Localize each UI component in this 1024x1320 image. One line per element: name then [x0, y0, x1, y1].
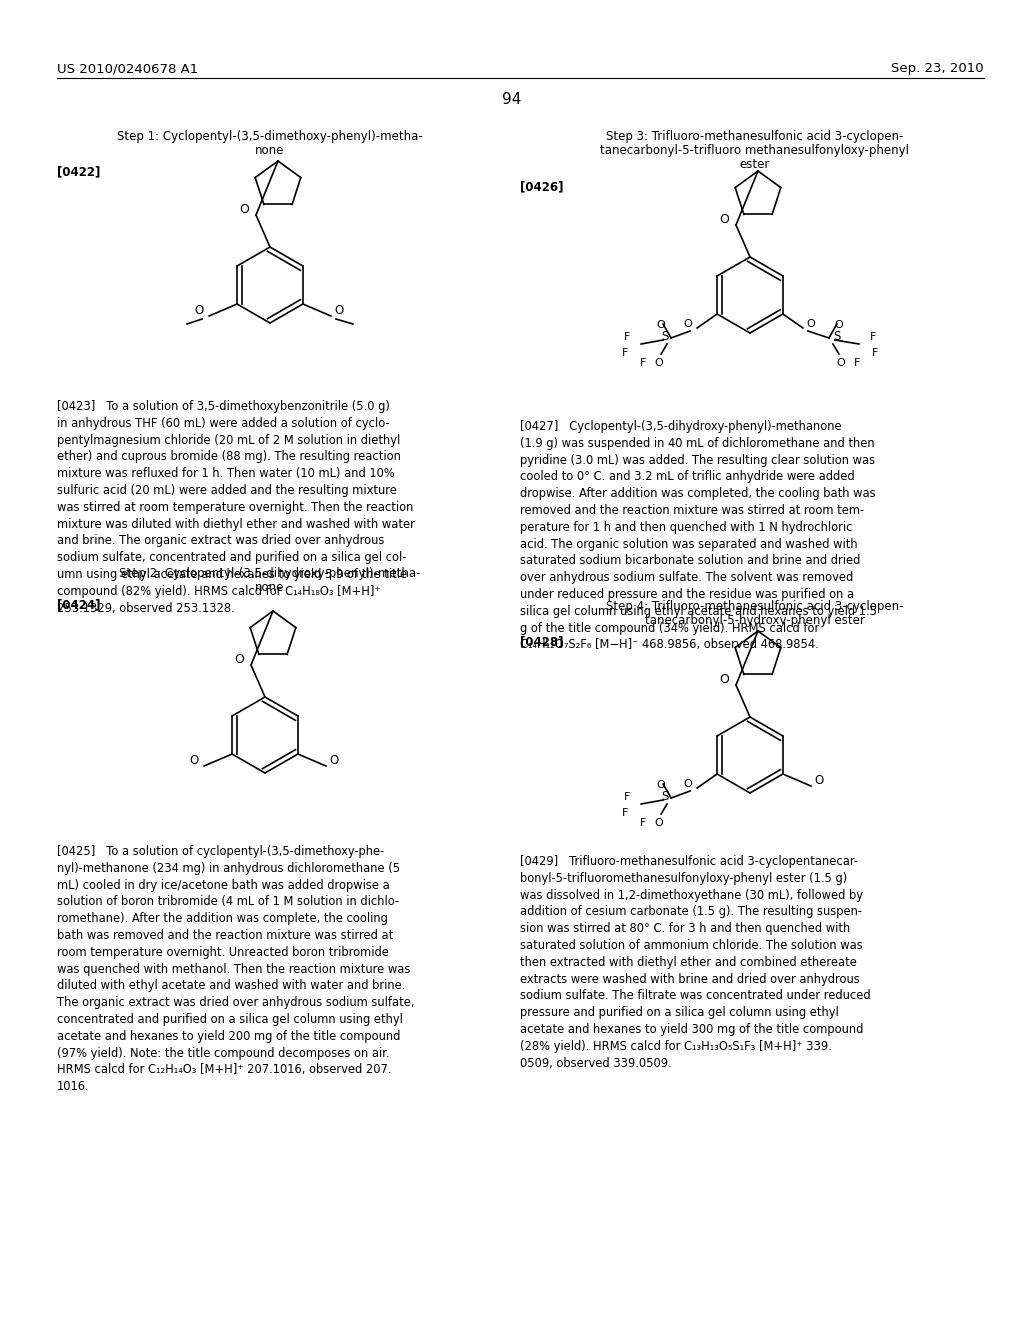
Text: S: S	[662, 330, 669, 342]
Text: O: O	[656, 319, 666, 330]
Text: O: O	[195, 305, 204, 318]
Text: [0428]: [0428]	[520, 635, 563, 648]
Text: [0426]: [0426]	[520, 180, 563, 193]
Text: [0422]: [0422]	[57, 165, 100, 178]
Text: S: S	[833, 330, 841, 342]
Text: Step 2: Cyclopentyl-(3,5-dihydroxy-phenyl)-metha-: Step 2: Cyclopentyl-(3,5-dihydroxy-pheny…	[119, 568, 421, 579]
Text: none: none	[255, 144, 285, 157]
Text: [0427]   Cyclopentyl-(3,5-dihydroxy-phenyl)-methanone
(1.9 g) was suspended in 4: [0427] Cyclopentyl-(3,5-dihydroxy-phenyl…	[520, 420, 877, 651]
Text: [0429]   Trifluoro-methanesulfonic acid 3-cyclopentanecar-
bonyl-5-trifluorometh: [0429] Trifluoro-methanesulfonic acid 3-…	[520, 855, 870, 1069]
Text: Sep. 23, 2010: Sep. 23, 2010	[891, 62, 984, 75]
Text: O: O	[683, 779, 692, 789]
Text: O: O	[334, 305, 343, 318]
Text: ester: ester	[739, 158, 770, 172]
Text: F: F	[640, 358, 646, 368]
Text: O: O	[239, 203, 249, 216]
Text: O: O	[189, 755, 199, 767]
Text: O: O	[806, 319, 815, 329]
Text: F: F	[640, 818, 646, 828]
Text: O: O	[719, 673, 729, 686]
Text: O: O	[683, 319, 692, 329]
Text: F: F	[624, 333, 631, 342]
Text: [0424]: [0424]	[57, 598, 100, 611]
Text: O: O	[654, 358, 664, 368]
Text: Step 1: Cyclopentyl-(3,5-dimethoxy-phenyl)-metha-: Step 1: Cyclopentyl-(3,5-dimethoxy-pheny…	[117, 129, 423, 143]
Text: O: O	[837, 358, 845, 368]
Text: US 2010/0240678 A1: US 2010/0240678 A1	[57, 62, 199, 75]
Text: 94: 94	[503, 92, 521, 107]
Text: Step 3: Trifluoro-methanesulfonic acid 3-cyclopen-: Step 3: Trifluoro-methanesulfonic acid 3…	[606, 129, 904, 143]
Text: [0425]   To a solution of cyclopentyl-(3,5-dimethoxy-phe-
nyl)-methanone (234 mg: [0425] To a solution of cyclopentyl-(3,5…	[57, 845, 415, 1093]
Text: F: F	[871, 348, 879, 358]
Text: none: none	[255, 581, 285, 594]
Text: tanecarbonyl-5-trifluoro methanesulfonyloxy-phenyl: tanecarbonyl-5-trifluoro methanesulfonyl…	[600, 144, 909, 157]
Text: S: S	[662, 789, 669, 803]
Text: F: F	[624, 792, 631, 803]
Text: O: O	[654, 818, 664, 828]
Text: O: O	[835, 319, 844, 330]
Text: tanecarbonyl-5-hydroxy-phenyl ester: tanecarbonyl-5-hydroxy-phenyl ester	[645, 614, 865, 627]
Text: F: F	[622, 348, 629, 358]
Text: Step 4: Trifluoro-methanesulfonic acid 3-cyclopen-: Step 4: Trifluoro-methanesulfonic acid 3…	[606, 601, 904, 612]
Text: [0423]   To a solution of 3,5-dimethoxybenzonitrile (5.0 g)
in anhydrous THF (60: [0423] To a solution of 3,5-dimethoxyben…	[57, 400, 415, 615]
Text: F: F	[622, 808, 629, 818]
Text: O: O	[719, 213, 729, 226]
Text: F: F	[869, 333, 877, 342]
Text: F: F	[854, 358, 860, 368]
Text: O: O	[329, 755, 338, 767]
Text: O: O	[814, 775, 823, 788]
Text: O: O	[234, 653, 244, 667]
Text: O: O	[656, 780, 666, 789]
